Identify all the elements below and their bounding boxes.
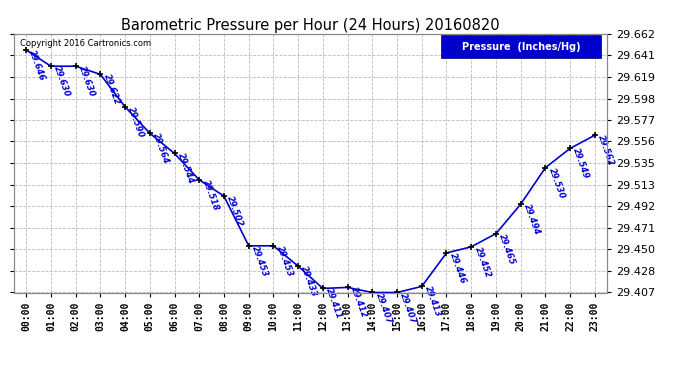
Text: Copyright 2016 Cartronics.com: Copyright 2016 Cartronics.com bbox=[20, 39, 151, 48]
Text: 29.562: 29.562 bbox=[596, 134, 615, 168]
Text: 29.433: 29.433 bbox=[299, 265, 319, 298]
Text: 29.453: 29.453 bbox=[250, 244, 270, 278]
Text: 29.549: 29.549 bbox=[571, 147, 591, 181]
Text: Pressure  (Inches/Hg): Pressure (Inches/Hg) bbox=[462, 42, 580, 52]
Text: 29.465: 29.465 bbox=[497, 232, 517, 266]
Text: 29.413: 29.413 bbox=[423, 285, 443, 319]
Title: Barometric Pressure per Hour (24 Hours) 20160820: Barometric Pressure per Hour (24 Hours) … bbox=[121, 18, 500, 33]
Text: 29.630: 29.630 bbox=[77, 65, 97, 99]
Text: 29.544: 29.544 bbox=[176, 152, 195, 186]
Text: 29.452: 29.452 bbox=[473, 246, 492, 279]
Text: 29.446: 29.446 bbox=[448, 252, 467, 285]
Text: 29.407: 29.407 bbox=[374, 291, 393, 325]
Text: 29.622: 29.622 bbox=[101, 73, 121, 106]
Text: 29.530: 29.530 bbox=[546, 166, 566, 200]
Text: 29.407: 29.407 bbox=[398, 291, 418, 325]
Text: 29.590: 29.590 bbox=[126, 105, 146, 139]
Text: 29.453: 29.453 bbox=[275, 244, 295, 278]
Text: 29.564: 29.564 bbox=[151, 132, 170, 165]
Text: 29.411: 29.411 bbox=[324, 287, 344, 321]
Text: 29.630: 29.630 bbox=[52, 65, 72, 99]
Text: 29.518: 29.518 bbox=[201, 178, 220, 212]
Text: 29.502: 29.502 bbox=[226, 195, 245, 228]
Text: 29.646: 29.646 bbox=[28, 49, 47, 82]
Text: 29.412: 29.412 bbox=[349, 286, 368, 320]
Text: 29.494: 29.494 bbox=[522, 203, 542, 237]
FancyBboxPatch shape bbox=[441, 35, 601, 58]
